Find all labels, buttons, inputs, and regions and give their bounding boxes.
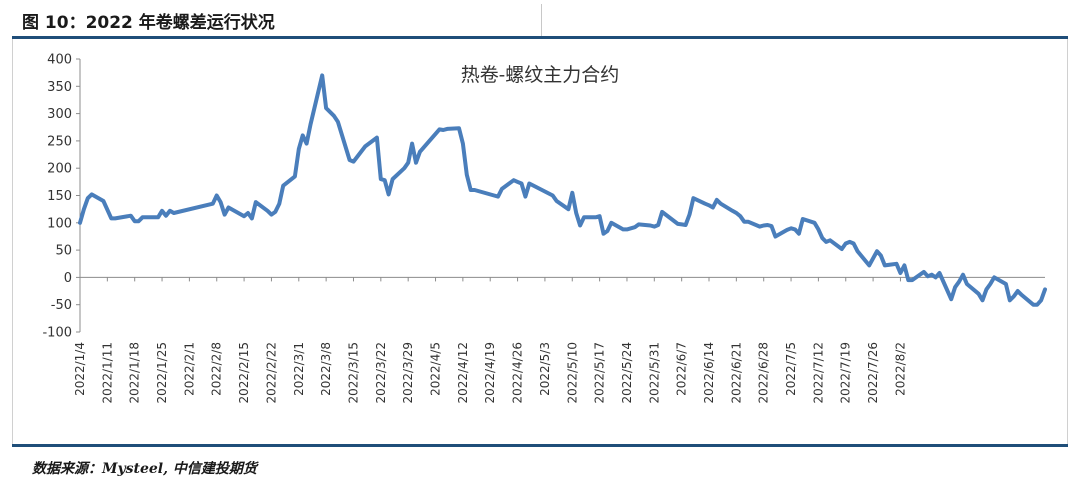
x-tick-label: 2022/6/28 [757, 342, 771, 404]
x-tick-label: 2022/3/1 [292, 342, 306, 396]
y-tick-label: 150 [47, 189, 72, 204]
frame-left-border [12, 39, 13, 444]
x-tick-label: 2022/7/5 [784, 342, 798, 396]
x-tick-label: 2022/5/3 [538, 342, 552, 396]
x-tick-label: 2022/5/31 [647, 342, 661, 404]
x-tick-label: 2022/2/15 [237, 342, 251, 404]
y-tick-label: -100 [42, 326, 72, 341]
legend: 热卷-螺纹主力合约 [461, 64, 619, 86]
x-tick-label: 2022/2/22 [264, 342, 278, 404]
x-tick-label: 2022/3/8 [319, 342, 333, 396]
x-tick-label: 2022/1/11 [100, 342, 114, 404]
x-tick-label: 2022/4/5 [429, 342, 443, 396]
x-tick-label: 2022/5/10 [565, 342, 579, 404]
x-tick-label: 2022/6/21 [729, 342, 743, 404]
footer-divider [12, 444, 1068, 447]
x-tick-label: 2022/7/19 [839, 342, 853, 404]
y-tick-label: 0 [64, 271, 72, 286]
x-tick-label: 2022/6/7 [675, 342, 689, 396]
x-tick-label: 2022/4/26 [511, 342, 525, 404]
x-tick-label: 2022/5/24 [620, 342, 634, 404]
figure-title: 图 10：2022 年卷螺差运行状况 [22, 13, 275, 33]
x-tick-label: 2022/1/4 [73, 342, 87, 396]
x-tick-label: 2022/2/1 [182, 342, 196, 396]
y-tick-label: 100 [47, 216, 72, 231]
x-tick-label: 2022/1/18 [128, 342, 142, 404]
title-underline [12, 36, 1068, 39]
x-tick-label: 2022/7/12 [811, 342, 825, 404]
y-tick-label: 300 [47, 107, 72, 122]
x-tick-label: 2022/4/19 [483, 342, 497, 404]
y-tick-label: -50 [51, 298, 72, 313]
series-layer [78, 73, 1047, 307]
x-tick-label: 2022/2/8 [210, 342, 224, 396]
x-tick-label: 2022/8/2 [893, 342, 907, 396]
x-tick-label: 2022/1/25 [155, 342, 169, 404]
title-divider [541, 4, 542, 36]
y-tick-label: 250 [47, 134, 72, 149]
y-tick-label: 350 [47, 80, 72, 95]
x-tick-label: 2022/3/15 [346, 342, 360, 404]
x-tick-label: 2022/5/17 [593, 342, 607, 404]
x-tick-label: 2022/3/29 [401, 342, 415, 404]
source-note: 数据来源：Mysteel, 中信建投期货 [32, 461, 257, 477]
frame-right-border [1067, 39, 1068, 444]
x-tick-label: 2022/3/22 [374, 342, 388, 404]
y-tick-label: 50 [55, 244, 72, 259]
series-line [78, 73, 1047, 307]
x-tick-label: 2022/6/14 [702, 342, 716, 404]
legend-label: 热卷-螺纹主力合约 [461, 64, 619, 86]
y-tick-label: 400 [47, 53, 72, 68]
x-tick-label: 2022/7/26 [866, 342, 880, 404]
y-tick-label: 200 [47, 162, 72, 177]
x-tick-label: 2022/4/12 [456, 342, 470, 404]
